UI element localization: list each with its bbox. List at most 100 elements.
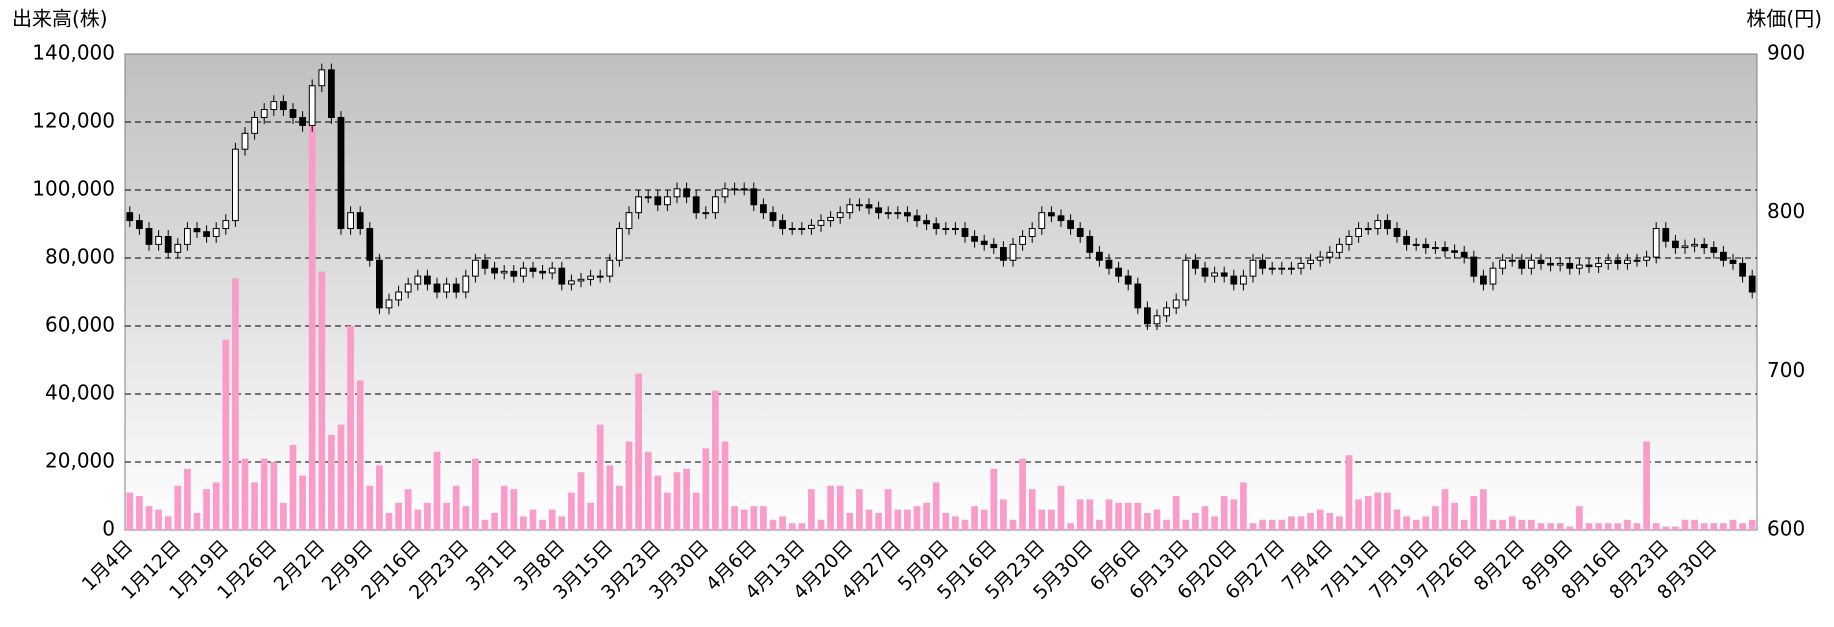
candle-body (1672, 240, 1679, 249)
volume-bar (961, 519, 969, 530)
y-tick-label: 80,000 (45, 245, 115, 269)
volume-bar (414, 509, 422, 530)
volume-bar (1048, 509, 1055, 530)
candle-body (596, 275, 604, 278)
candle-body (174, 243, 182, 253)
volume-bar (1345, 455, 1353, 530)
y-tick-label: 0 (102, 517, 115, 541)
candle-body (817, 220, 825, 226)
candle-body (193, 228, 201, 233)
candle-body (1163, 307, 1170, 317)
volume-bar (491, 513, 498, 530)
volume-bar (587, 502, 594, 530)
candle-body (1134, 283, 1142, 309)
volume-bar (203, 489, 210, 530)
volume-bar (164, 516, 172, 530)
candle-body (404, 283, 412, 293)
candle-body (414, 275, 422, 285)
volume-bar (1268, 519, 1276, 530)
volume-bar (1326, 513, 1334, 530)
y-axis-title: 出来高(株) (12, 7, 108, 31)
candle-body (1595, 262, 1602, 268)
candle-body (1576, 264, 1583, 269)
volume-bar (971, 506, 978, 530)
volume-bar (808, 489, 815, 530)
candle-body (452, 283, 460, 293)
volume-bar (635, 373, 642, 530)
candle-body (1518, 259, 1526, 269)
candle-body (558, 267, 566, 285)
volume-bar (1470, 496, 1478, 530)
candle-body (443, 283, 450, 293)
candle-body (1115, 267, 1122, 277)
candle-body (1729, 259, 1737, 264)
candle-body (481, 259, 489, 269)
volume-bar (1672, 526, 1679, 530)
volume-bar (1624, 519, 1631, 530)
candle-body (1480, 275, 1487, 285)
candle-body (913, 215, 921, 222)
candle-body (337, 116, 345, 230)
volume-bar (1220, 496, 1228, 530)
candle-body (1403, 235, 1410, 245)
candle-body (884, 212, 892, 215)
volume-bar (664, 492, 671, 530)
y-tick-label: 100,000 (32, 177, 115, 201)
volume-bar (606, 465, 614, 530)
candle-body (1038, 212, 1046, 230)
volume-bar (1614, 523, 1622, 530)
candle-body (1316, 256, 1324, 261)
candle-body (1681, 245, 1689, 249)
volume-bar (337, 424, 345, 530)
volume-bar (548, 509, 556, 530)
volume-bar (1451, 502, 1458, 530)
volume-bar (731, 506, 738, 530)
volume-bar (1278, 519, 1286, 530)
volume-bar (1364, 496, 1372, 530)
candle-body (251, 116, 258, 134)
candle-body (347, 212, 354, 230)
volume-bar (875, 513, 882, 530)
volume-bar (366, 485, 374, 530)
candle-body (1240, 275, 1247, 285)
volume-bar (443, 502, 450, 530)
candle-body (1124, 275, 1132, 285)
candle-body (740, 188, 748, 191)
candle-body (241, 132, 249, 150)
candle-body (1297, 262, 1305, 269)
volume-bar (1441, 489, 1449, 530)
candle-body (971, 235, 978, 242)
candle-body (731, 188, 738, 191)
candle-body (664, 196, 671, 206)
candle-body (1470, 256, 1478, 277)
candle-body (1230, 275, 1238, 285)
candle-body (462, 275, 470, 293)
candle-body (923, 220, 930, 225)
volume-bar (1374, 492, 1382, 530)
candle-body (1201, 267, 1209, 277)
volume-bar (1096, 519, 1103, 530)
volume-bar (1316, 509, 1324, 530)
volume-bar (788, 523, 796, 530)
volume-bar (894, 509, 902, 530)
volume-bar (1480, 489, 1487, 530)
candle-body (712, 196, 719, 214)
volume-bar (990, 468, 998, 530)
volume-bar (1297, 516, 1305, 530)
y2-tick-label: 700 (1767, 358, 1805, 382)
volume-bar (126, 492, 134, 530)
y2-tick-label: 900 (1767, 41, 1805, 65)
volume-bar (145, 506, 153, 530)
candle-body (606, 259, 614, 277)
candle-body (376, 259, 383, 309)
candle-body (1412, 243, 1420, 246)
volume-bar (1230, 499, 1238, 530)
candle-body (1345, 235, 1353, 245)
volume-bar (1249, 523, 1257, 530)
candle-body (827, 216, 834, 222)
volume-bar (462, 506, 470, 530)
volume-bar (1508, 516, 1516, 530)
candle-body (788, 228, 796, 231)
candle-body (1355, 228, 1362, 237)
